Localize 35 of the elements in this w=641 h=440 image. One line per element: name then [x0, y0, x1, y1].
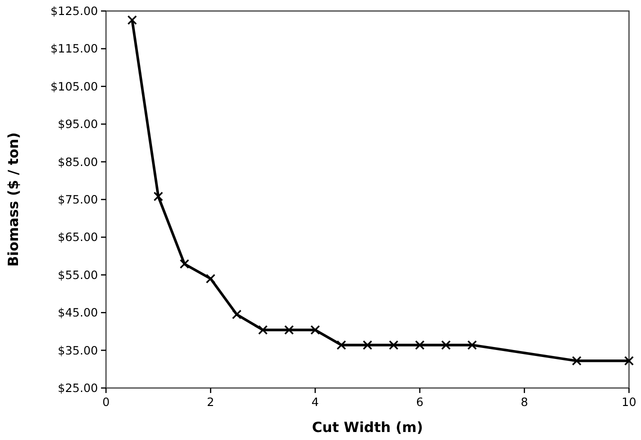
point	[154, 192, 164, 202]
y-tick-label: $25.00	[58, 381, 98, 395]
point	[232, 310, 242, 320]
point	[310, 325, 320, 335]
y-tick-label: $105.00	[50, 79, 98, 94]
y-tick-label: $115.00	[50, 42, 98, 56]
point	[336, 340, 346, 350]
x-tick-label: 0	[102, 395, 110, 409]
y-tick-label: $75.00	[58, 192, 98, 206]
y-tick-label: $95.00	[58, 117, 98, 132]
point	[572, 356, 582, 366]
y-tick-label: $45.00	[58, 306, 98, 320]
y-tick-label: $35.00	[58, 343, 98, 358]
y-tick-label: $125.00	[50, 4, 98, 18]
x-tick-label: 10	[622, 395, 636, 409]
x-tick-label: 6	[416, 395, 424, 409]
y-tick-label: $85.00	[58, 154, 98, 169]
point	[206, 274, 216, 284]
x-axis-title: Cut Width (m)	[312, 420, 423, 436]
point	[258, 325, 268, 335]
y-axis-title: Biomass ($ / ton)	[6, 132, 22, 267]
x-tick-label: 8	[520, 395, 528, 409]
point	[180, 259, 190, 269]
x-tick-label: 2	[206, 395, 214, 409]
point	[467, 340, 477, 350]
y-tick-label: $65.00	[58, 230, 98, 244]
point	[388, 340, 398, 350]
point	[127, 15, 137, 25]
point	[441, 340, 451, 350]
point	[415, 340, 425, 350]
point	[362, 340, 372, 350]
point	[284, 325, 294, 335]
x-tick-label: 4	[312, 395, 319, 409]
point	[624, 356, 634, 366]
y-tick-label: $55.00	[58, 268, 98, 282]
